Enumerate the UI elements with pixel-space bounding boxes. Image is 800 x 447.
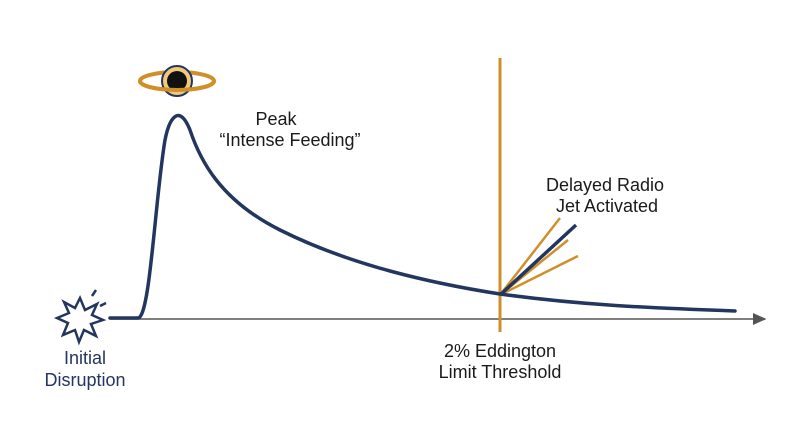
start-label: Initial (64, 348, 106, 368)
peak-label: “Intense Feeding” (219, 130, 360, 150)
jet-lines (498, 217, 579, 297)
peak-label: Peak (255, 109, 297, 129)
jet-label: Delayed Radio (546, 175, 664, 195)
black-hole-icon (138, 65, 216, 97)
start-label: Disruption (44, 370, 125, 390)
light-curve (108, 113, 737, 320)
jet-label: Jet Activated (556, 196, 658, 216)
threshold-label: 2% Eddington (444, 341, 556, 361)
threshold-label: Limit Threshold (439, 362, 562, 382)
disruption-icon (53, 289, 107, 346)
